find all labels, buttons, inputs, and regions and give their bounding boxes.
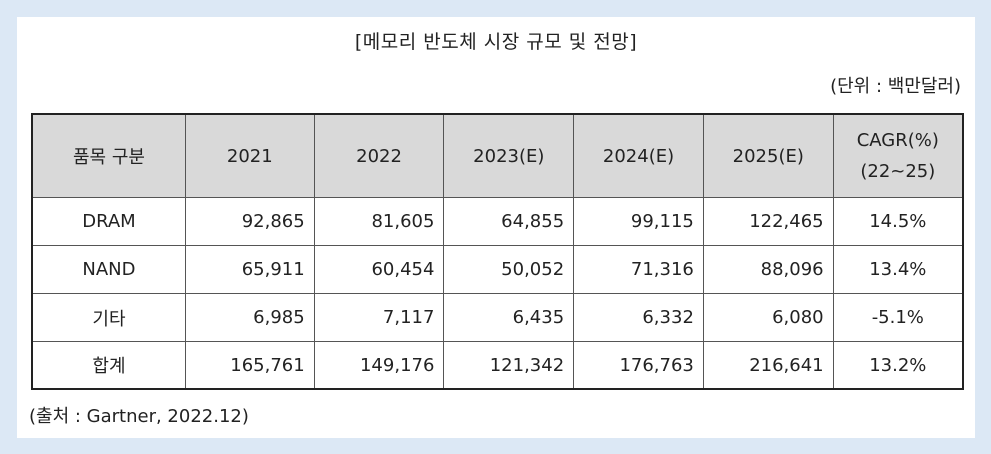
header-year: 2022: [313, 113, 445, 198]
content-panel: [메모리 반도체 시장 규모 및 전망] (단위 : 백만달러) 품목 구분 2…: [17, 17, 975, 438]
header-year: 2024(E): [573, 113, 704, 198]
table-row: NAND 65,911 60,454 50,052 71,316 88,096 …: [31, 245, 964, 294]
row-cagr: 13.2%: [832, 341, 964, 390]
row-cagr: 13.4%: [832, 245, 964, 294]
table-cell: 65,911: [184, 245, 315, 294]
header-year: 2021: [184, 113, 315, 198]
table-cell: 60,454: [313, 245, 445, 294]
table-cell: 92,865: [184, 197, 315, 246]
unit-label: (단위 : 백만달러): [830, 76, 961, 97]
row-item: 합계: [31, 341, 186, 390]
table-cell: 50,052: [443, 245, 575, 294]
header-row: 품목 구분 2021 2022 2023(E) 2024(E) 2025(E) …: [31, 113, 964, 198]
row-cagr: 14.5%: [832, 197, 964, 246]
header-cagr: CAGR(%) (22~25): [832, 113, 964, 198]
header-item: 품목 구분: [31, 113, 186, 198]
row-item: NAND: [31, 245, 186, 294]
table-cell: 121,342: [443, 341, 575, 390]
table-cell: 6,080: [702, 293, 834, 342]
header-year: 2025(E): [702, 113, 834, 198]
source-note: (출처 : Gartner, 2022.12): [29, 406, 249, 427]
table-cell: 88,096: [702, 245, 834, 294]
total-row: 합계 165,761 149,176 121,342 176,763 216,6…: [31, 341, 964, 390]
row-item: 기타: [31, 293, 186, 342]
table-cell: 216,641: [702, 341, 834, 390]
table-title: [메모리 반도체 시장 규모 및 전망]: [354, 31, 638, 53]
table-cell: 81,605: [313, 197, 445, 246]
table-cell: 99,115: [573, 197, 704, 246]
table-row: 기타 6,985 7,117 6,435 6,332 6,080 -5.1%: [31, 293, 964, 342]
table-row: DRAM 92,865 81,605 64,855 99,115 122,465…: [31, 197, 964, 246]
table-cell: 176,763: [573, 341, 704, 390]
table-cell: 149,176: [313, 341, 445, 390]
table-cell: 6,332: [573, 293, 704, 342]
header-cagr-line2: (22~25): [860, 161, 936, 182]
table-cell: 7,117: [313, 293, 445, 342]
header-year: 2023(E): [443, 113, 575, 198]
table-cell: 6,985: [184, 293, 315, 342]
header-cagr-line1: CAGR(%): [856, 130, 939, 151]
table-cell: 6,435: [443, 293, 575, 342]
row-cagr: -5.1%: [832, 293, 964, 342]
row-item: DRAM: [31, 197, 186, 246]
table-cell: 71,316: [573, 245, 704, 294]
table-cell: 64,855: [443, 197, 575, 246]
table-cell: 165,761: [184, 341, 315, 390]
table-cell: 122,465: [702, 197, 834, 246]
memory-market-table: 품목 구분 2021 2022 2023(E) 2024(E) 2025(E) …: [31, 113, 964, 390]
